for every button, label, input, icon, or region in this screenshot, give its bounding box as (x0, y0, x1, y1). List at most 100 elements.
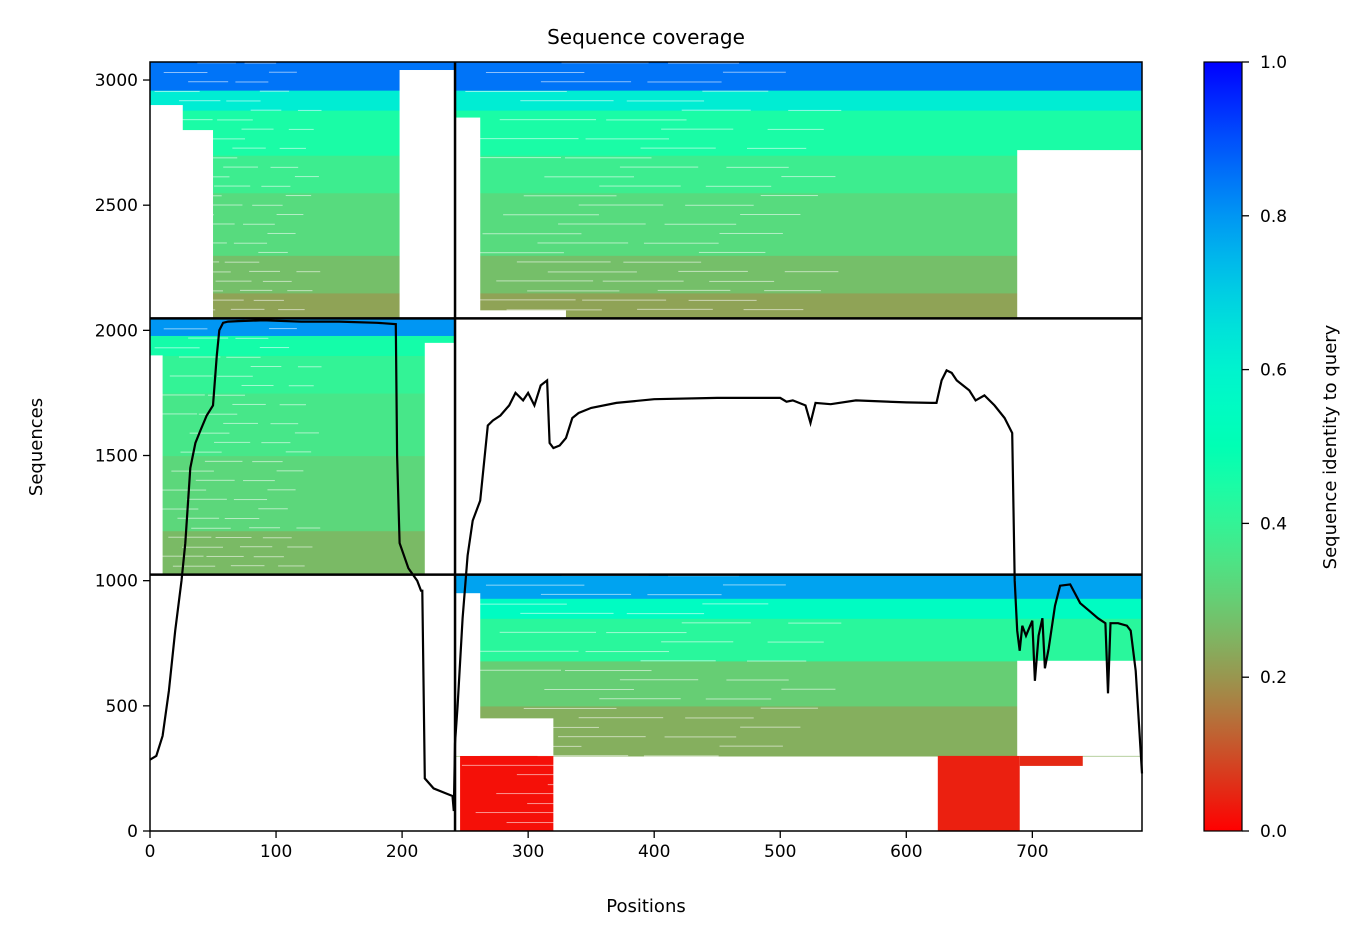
sequence-gap-streak (640, 147, 716, 149)
sequence-gap-streak (626, 100, 705, 102)
sequence-gap-streak (746, 147, 807, 149)
sequence-gap-streak (523, 707, 617, 709)
sequence-gap-streak (226, 100, 261, 102)
sequence-gap-streak (705, 185, 772, 187)
sequence-gap-streak (547, 784, 637, 786)
sequence-gap-streak (540, 81, 632, 83)
sequence-gap-streak (647, 81, 722, 83)
sequence-gap-streak (602, 793, 684, 795)
x-tick-label: 400 (638, 842, 670, 862)
identity-band (455, 618, 1142, 662)
sequence-gap-streak (527, 803, 620, 805)
sequence-gap-streak (224, 261, 260, 263)
sequence-gap-streak (506, 822, 602, 824)
sequence-gap-streak (688, 812, 757, 814)
sequence-gap-streak (287, 546, 313, 548)
sequence-gap-streak (177, 261, 220, 263)
sequence-gap-streak (516, 261, 611, 263)
sequence-gap-streak (475, 812, 576, 814)
heatmap-block-chain-A-copy-3 (150, 62, 456, 321)
sequence-gap-streak (784, 783, 839, 785)
sequence-gap-streak (297, 366, 322, 368)
sequence-gap-streak (709, 793, 775, 795)
y-tick-label: 1500 (95, 447, 138, 467)
sequence-gap-streak (288, 128, 314, 130)
coverage-gap (399, 70, 456, 319)
chart-title: Sequence coverage (547, 25, 745, 49)
sequence-gap-streak (160, 138, 205, 140)
sequence-gap-streak (151, 157, 198, 159)
low-identity-patch (1019, 755, 1083, 766)
sequence-gap-streak (719, 745, 783, 747)
identity-band (455, 110, 1142, 156)
colorbar-tick-label: 0.0 (1260, 822, 1287, 842)
identity-band (455, 90, 1142, 111)
sequence-gap-streak (250, 366, 282, 368)
sequence-gap-streak (253, 299, 284, 301)
sequence-gap-streak (496, 793, 594, 795)
sequence-gap-streak (482, 745, 582, 747)
identity-band (455, 62, 1142, 91)
sequence-gap-streak (619, 679, 699, 681)
sequence-gap-streak (564, 157, 652, 159)
x-tick-label: 300 (512, 842, 544, 862)
y-tick-label: 500 (106, 697, 138, 717)
sequence-gap-streak (520, 612, 614, 614)
sequence-gap-streak (760, 195, 818, 197)
sequence-gap-streak (788, 622, 842, 624)
colorbar-tick-label: 0.8 (1260, 207, 1287, 227)
colorbar-ticks: 0.0 0.2 0.4 0.6 0.8 1.0 (1242, 53, 1287, 842)
sequence-gap-streak (189, 432, 230, 434)
sequence-gap-streak (722, 584, 786, 586)
sequence-gap-streak (169, 119, 213, 121)
sequence-gap-streak (204, 460, 243, 462)
sequence-gap-streak (516, 774, 611, 776)
sequence-gap-streak (458, 157, 562, 159)
x-tick-label: 100 (260, 842, 292, 862)
sequence-gap-streak (784, 271, 839, 273)
colorbar-tick-label: 0.6 (1260, 361, 1287, 381)
sequence-gap-streak (177, 517, 220, 519)
sequence-gap-streak (279, 147, 306, 149)
sequence-gap-streak (250, 109, 282, 111)
sequence-gap-streak (637, 821, 713, 823)
x-tick-label: 0 (145, 842, 156, 862)
sequence-gap-streak (151, 413, 198, 415)
x-axis-ticks: 0 100 200 300 400 500 600 700 (145, 831, 1049, 862)
sequence-gap-streak (233, 242, 268, 244)
sequence-gap-streak (267, 232, 296, 234)
sequence-gap-streak (249, 527, 281, 529)
sequence-gap-streak (188, 337, 229, 339)
sequence-gap-streak (180, 451, 222, 453)
sequence-gap-streak (235, 337, 269, 339)
sequence-gap-streak (781, 176, 836, 178)
x-tick-label: 500 (764, 842, 796, 862)
sequence-gap-streak (239, 289, 273, 291)
y-axis-label: Sequences (26, 398, 47, 496)
sequence-gap-streak (722, 71, 786, 73)
sequence-gap-streak (191, 527, 231, 529)
sequence-gap-streak (261, 185, 291, 187)
sequence-gap-streak (241, 128, 274, 130)
sequence-gap-streak (726, 679, 789, 681)
sequence-gap-streak (564, 670, 652, 672)
sequence-gap-streak (544, 688, 634, 690)
sequence-gap-streak (297, 109, 322, 111)
sequence-gap-streak (664, 736, 737, 738)
sequence-gap-streak (278, 309, 305, 311)
sequence-gap-streak (182, 546, 223, 548)
sequence-gap-streak (606, 119, 687, 121)
sequence-gap-streak (485, 71, 585, 73)
sequence-gap-streak (743, 309, 804, 311)
sequence-gap-streak (207, 138, 246, 140)
sequence-gap-streak (171, 470, 214, 472)
sequence-gap-streak (781, 688, 836, 690)
sequence-gap-streak (537, 242, 629, 244)
sequence-gap-streak (153, 252, 199, 254)
identity-band (150, 392, 456, 457)
coverage-gap (150, 105, 183, 321)
sequence-gap-streak (261, 442, 291, 444)
sequence-gap-streak (163, 328, 208, 330)
sequence-gap-streak (226, 356, 261, 358)
